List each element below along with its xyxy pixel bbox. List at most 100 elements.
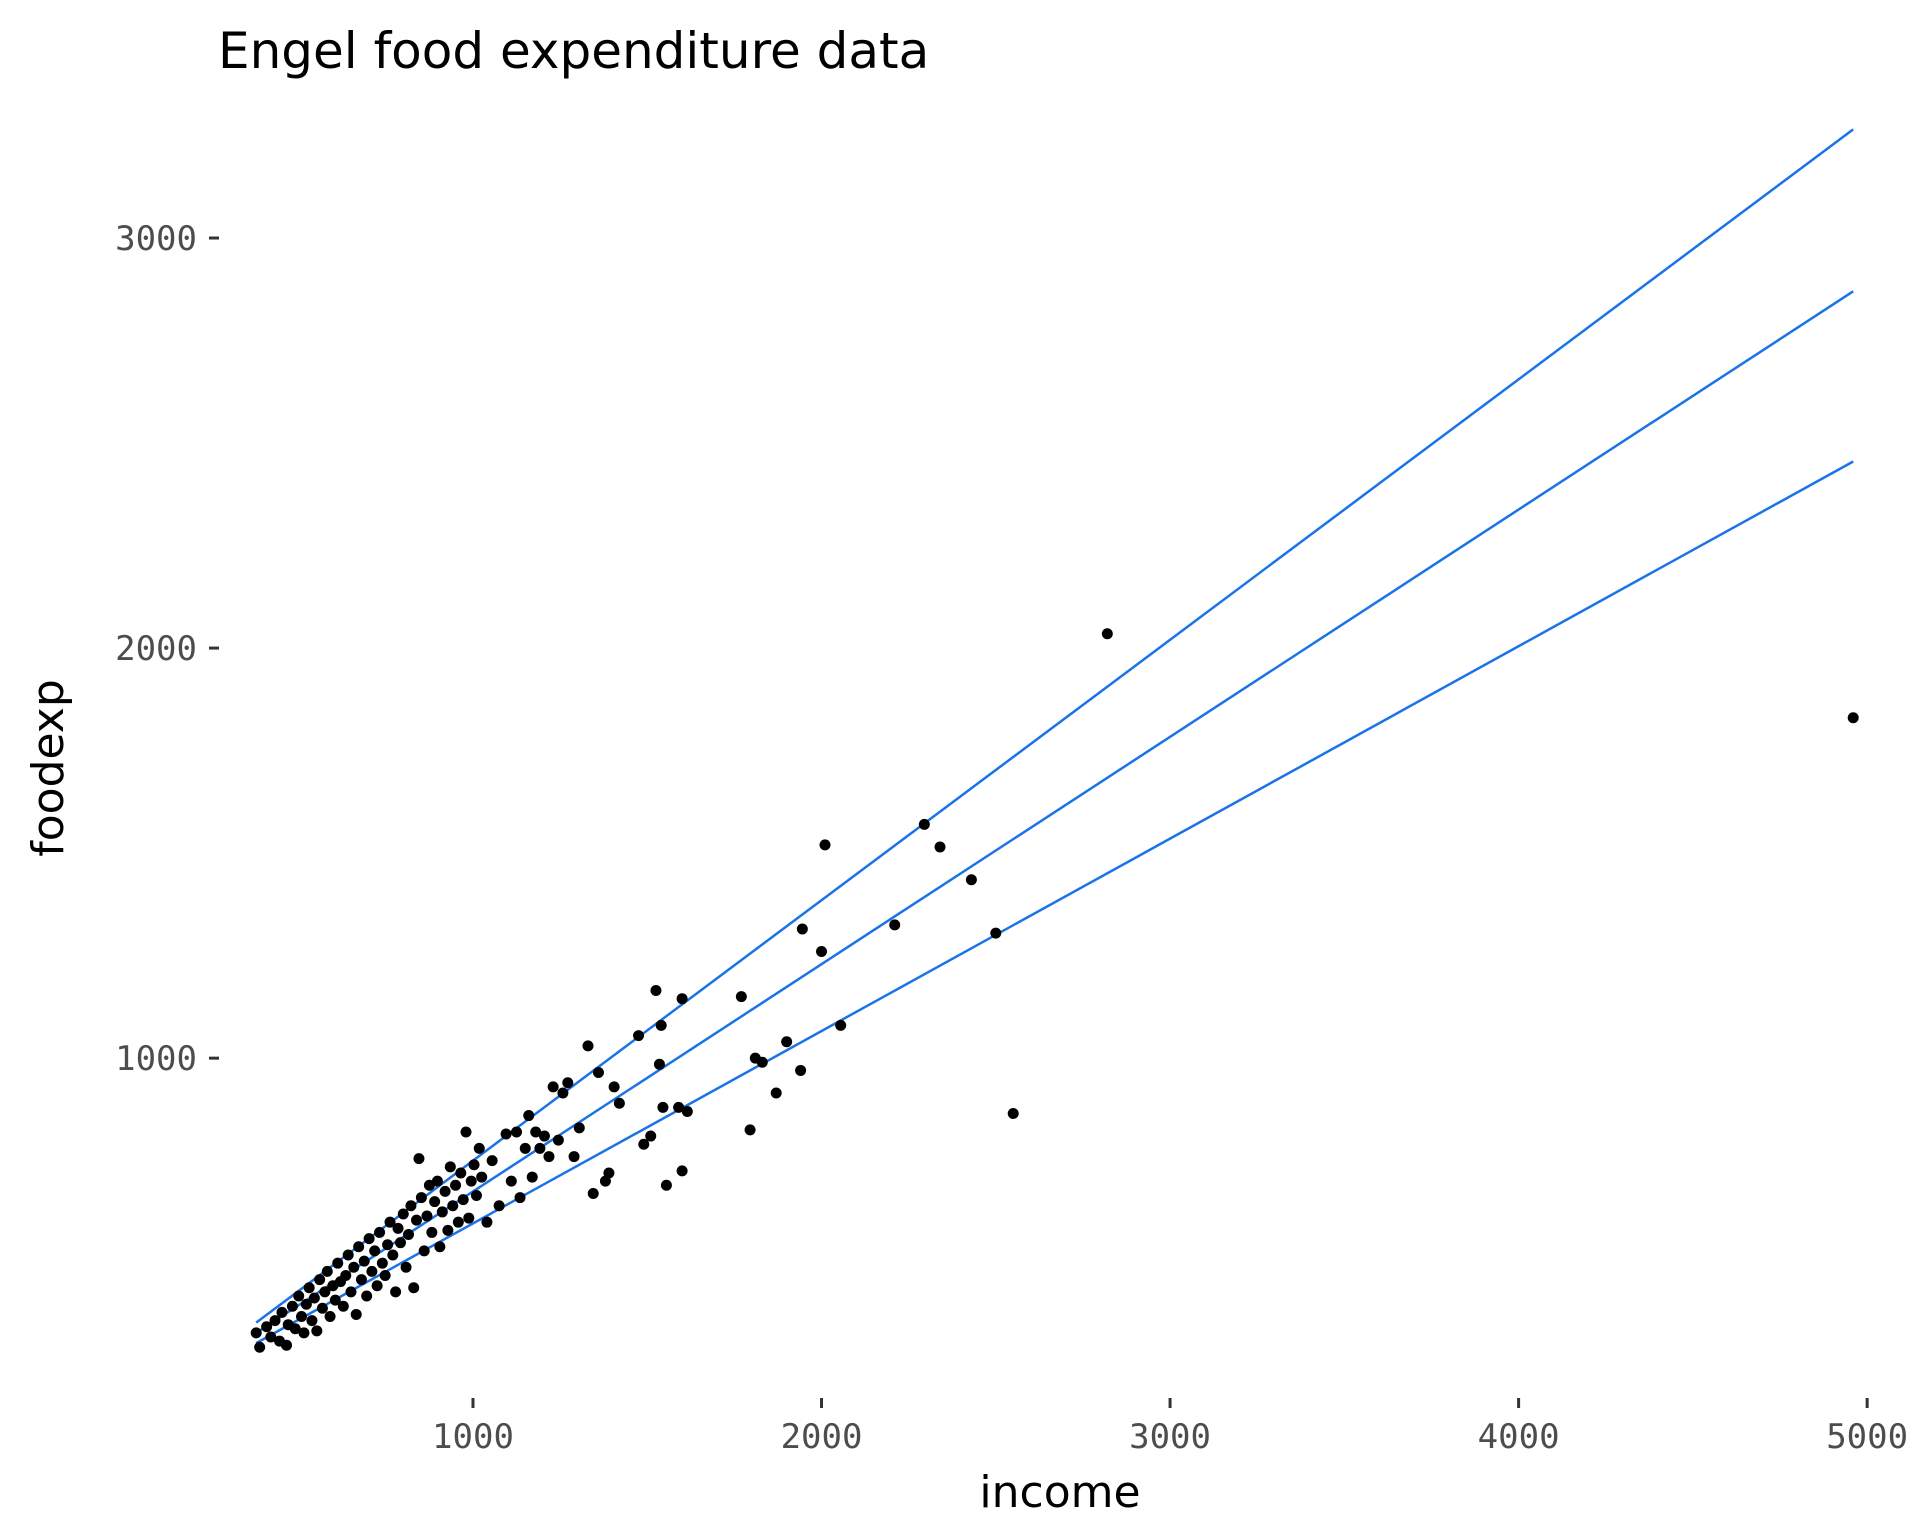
data-point bbox=[470, 1190, 482, 1202]
data-point bbox=[382, 1239, 394, 1251]
data-point bbox=[735, 991, 747, 1003]
data-point bbox=[965, 874, 977, 886]
data-point bbox=[599, 1175, 611, 1187]
data-point bbox=[552, 1134, 564, 1146]
data-point bbox=[361, 1290, 373, 1302]
data-point bbox=[744, 1124, 756, 1136]
data-point bbox=[402, 1228, 414, 1240]
x-tick-label: 2000 bbox=[781, 1417, 863, 1457]
data-point bbox=[308, 1292, 320, 1304]
data-point bbox=[286, 1300, 298, 1312]
data-point bbox=[676, 1165, 688, 1177]
data-point bbox=[337, 1300, 349, 1312]
data-point bbox=[770, 1087, 782, 1099]
data-point bbox=[371, 1280, 383, 1292]
data-point bbox=[455, 1167, 467, 1179]
data-point bbox=[660, 1179, 672, 1191]
data-point bbox=[415, 1192, 427, 1204]
y-axis-title: foodexp bbox=[23, 679, 74, 857]
data-point bbox=[582, 1040, 594, 1052]
chart-title: Engel food expenditure data bbox=[218, 22, 929, 80]
data-point bbox=[376, 1257, 388, 1269]
data-point bbox=[633, 1030, 645, 1042]
data-point bbox=[447, 1200, 459, 1212]
data-point bbox=[587, 1187, 599, 1199]
data-point bbox=[655, 1019, 667, 1031]
data-point bbox=[653, 1058, 665, 1070]
data-point bbox=[400, 1261, 412, 1273]
data-point bbox=[321, 1265, 333, 1277]
data-point bbox=[250, 1327, 262, 1339]
x-tick-label: 5000 bbox=[1826, 1417, 1908, 1457]
data-point bbox=[562, 1077, 574, 1089]
data-point bbox=[254, 1341, 266, 1353]
data-point bbox=[295, 1310, 307, 1322]
data-point bbox=[405, 1200, 417, 1212]
data-point bbox=[366, 1265, 378, 1277]
data-point bbox=[603, 1167, 615, 1179]
data-point bbox=[363, 1233, 375, 1245]
data-point bbox=[460, 1126, 472, 1138]
data-point bbox=[316, 1302, 328, 1314]
data-point bbox=[523, 1110, 535, 1122]
data-point bbox=[505, 1175, 517, 1187]
data-point bbox=[795, 1064, 807, 1076]
data-point bbox=[514, 1192, 526, 1204]
data-point bbox=[426, 1226, 438, 1238]
data-point bbox=[918, 818, 930, 830]
data-point bbox=[819, 839, 831, 851]
data-point bbox=[369, 1245, 381, 1257]
data-point bbox=[300, 1298, 312, 1310]
data-point bbox=[573, 1122, 585, 1134]
data-point bbox=[411, 1214, 423, 1226]
data-point bbox=[392, 1222, 404, 1234]
data-point bbox=[379, 1269, 391, 1281]
regression-line-1 bbox=[255, 128, 1854, 1324]
data-point bbox=[613, 1097, 625, 1109]
data-point bbox=[298, 1327, 310, 1339]
data-point bbox=[676, 993, 688, 1005]
data-point bbox=[421, 1210, 433, 1222]
data-point bbox=[281, 1339, 293, 1351]
x-axis-title: income bbox=[979, 1467, 1140, 1518]
data-point bbox=[816, 946, 828, 958]
data-point bbox=[452, 1216, 464, 1228]
data-point bbox=[374, 1226, 386, 1238]
data-point bbox=[342, 1249, 354, 1261]
regression-line-3 bbox=[255, 460, 1854, 1345]
data-point bbox=[835, 1019, 847, 1031]
data-point bbox=[431, 1175, 443, 1187]
data-point bbox=[500, 1128, 512, 1140]
data-point bbox=[324, 1310, 336, 1322]
data-point bbox=[781, 1036, 793, 1048]
x-tick-label: 4000 bbox=[1478, 1417, 1560, 1457]
data-point bbox=[314, 1274, 326, 1286]
data-point bbox=[1101, 628, 1113, 640]
data-point bbox=[329, 1294, 341, 1306]
data-point bbox=[650, 984, 662, 996]
data-point bbox=[557, 1087, 569, 1099]
data-point bbox=[450, 1179, 462, 1191]
data-point bbox=[355, 1274, 367, 1286]
data-point bbox=[289, 1323, 301, 1335]
data-point bbox=[526, 1171, 538, 1183]
data-point bbox=[476, 1171, 488, 1183]
data-point bbox=[889, 919, 901, 931]
data-point bbox=[990, 927, 1002, 939]
y-axis: 1000 2000 3000 bbox=[115, 219, 219, 1079]
data-point bbox=[387, 1249, 399, 1261]
data-point bbox=[457, 1194, 469, 1206]
x-tick-label: 1000 bbox=[432, 1417, 514, 1457]
data-point bbox=[934, 841, 946, 853]
data-point bbox=[481, 1216, 493, 1228]
data-point bbox=[390, 1286, 402, 1298]
data-point bbox=[486, 1155, 498, 1167]
data-point bbox=[796, 923, 808, 935]
y-tick-label: 1000 bbox=[115, 1039, 197, 1079]
data-point bbox=[418, 1245, 430, 1257]
data-point bbox=[538, 1130, 550, 1142]
data-point bbox=[293, 1290, 305, 1302]
data-point bbox=[261, 1321, 273, 1333]
data-point bbox=[543, 1151, 555, 1163]
